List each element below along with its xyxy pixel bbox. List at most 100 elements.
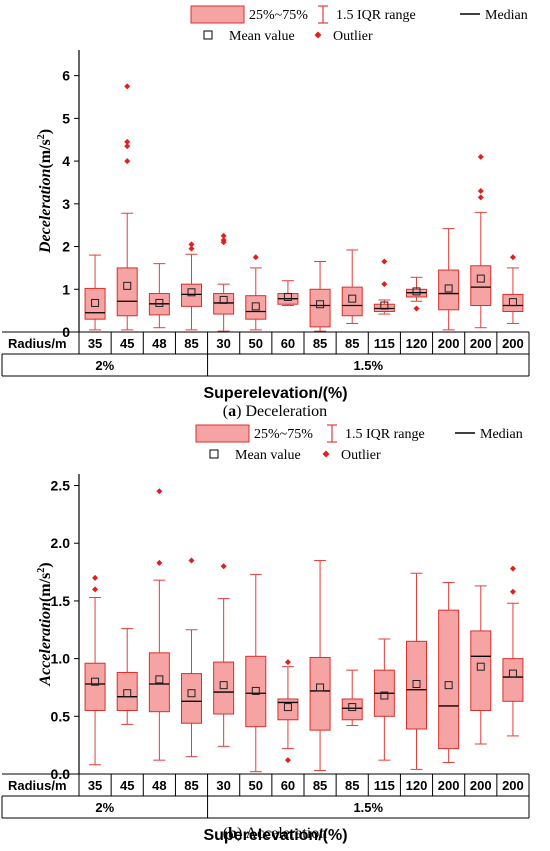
- outlier-point: [477, 194, 484, 201]
- iqr-box: [213, 661, 235, 715]
- radius-cell: 85: [184, 778, 198, 793]
- legend-outlier-label: Outlier: [333, 29, 373, 44]
- y-axis-label-sup: 2: [36, 134, 47, 139]
- y-axis-label-end: ): [37, 562, 54, 567]
- radius-cell: 35: [88, 778, 102, 793]
- mean-marker: [444, 681, 453, 690]
- radius-cell: 200: [502, 336, 524, 351]
- mean-marker: [380, 691, 389, 700]
- mean-marker: [91, 677, 100, 686]
- radius-cell: 200: [438, 336, 460, 351]
- box-plot: [245, 254, 267, 331]
- box-plot: [341, 249, 363, 324]
- box-plot: [181, 241, 202, 331]
- outlier-point: [381, 258, 388, 265]
- outlier-point: [284, 659, 291, 666]
- legend-mean-label: Mean value: [229, 29, 295, 44]
- radius-cell: 48: [152, 778, 166, 793]
- radius-cell: 45: [120, 778, 134, 793]
- radius-cell: 30: [216, 778, 230, 793]
- y-tick-label: 1.0: [51, 651, 71, 667]
- legend-mean-label: Mean value: [235, 448, 301, 463]
- iqr-box: [470, 630, 492, 712]
- outlier-point: [124, 143, 131, 150]
- outlier-point: [188, 557, 195, 564]
- outlier-point: [92, 574, 99, 581]
- outlier-point: [509, 254, 516, 261]
- mean-marker: [316, 300, 325, 309]
- box-plot: [438, 228, 460, 331]
- mean-marker: [219, 295, 228, 304]
- superelevation-group-label: 1.5%: [353, 800, 383, 815]
- box-plot: [309, 560, 331, 772]
- x-table: Radius/m 35 45 48 85 30 50 60 85 85 115 120 200 200 20…: [1, 331, 530, 402]
- y-tick-label: 0.5: [51, 708, 71, 724]
- x-axis-label: Superelevation/(%): [203, 827, 347, 844]
- legend-iqr-label: 1.5 IQR range: [345, 427, 425, 442]
- legend-median-label: Median: [480, 427, 523, 442]
- radius-row-label: Radius/m: [8, 778, 67, 793]
- outlier-point: [477, 188, 484, 194]
- mean-marker: [123, 281, 132, 290]
- caption-letter: b: [228, 825, 237, 842]
- iqr-box: [84, 662, 106, 712]
- caption-paren: ): [236, 403, 245, 420]
- iqr-box: [181, 283, 202, 307]
- mean-marker: [348, 294, 357, 303]
- mean-marker: [283, 703, 292, 712]
- caption-text: Deceleration: [245, 403, 327, 420]
- legend: 25%~75% 1.5 IQR range Median Mean value Outl…: [190, 5, 528, 44]
- iqr-box: [84, 287, 106, 320]
- outlier-point: [156, 488, 163, 495]
- y-axis-label-unit: (m/s: [37, 139, 54, 168]
- outlier-point: [124, 158, 131, 165]
- caption-paren: (: [223, 825, 228, 842]
- iqr-box: [181, 673, 202, 724]
- y-tick-label: 1.5: [51, 593, 71, 609]
- mean-marker: [251, 302, 260, 311]
- outlier-point: [220, 232, 227, 239]
- y-axis-label-end: ): [37, 129, 54, 134]
- box-plot: [148, 263, 170, 329]
- mean-marker: [412, 287, 421, 296]
- panel-caption: (b) Acceleration: [223, 825, 327, 842]
- box-plot: [116, 628, 138, 725]
- legend-iqr-label: 1.5 IQR range: [336, 8, 416, 23]
- outlier-point: [156, 559, 163, 566]
- mean-marker: [187, 689, 196, 698]
- box-plot: [277, 659, 299, 764]
- iqr-box: [148, 652, 170, 713]
- iqr-box: [309, 656, 331, 731]
- outlier-point: [124, 83, 131, 90]
- mean-marker: [348, 703, 357, 712]
- radius-cell: 50: [249, 778, 263, 793]
- mean-marker: [508, 669, 517, 678]
- outlier-point: [220, 239, 227, 246]
- box-plot: [373, 638, 395, 761]
- mean-marker: [476, 274, 485, 283]
- y-tick-label: 4: [62, 153, 70, 169]
- mean-marker: [316, 683, 325, 692]
- radius-cell: 30: [216, 336, 230, 351]
- legend-box-swatch: [195, 424, 250, 443]
- box-plot: [341, 669, 363, 727]
- box-plot: [406, 572, 427, 770]
- y-tick-label: 2.0: [51, 535, 71, 551]
- box-plot: [502, 254, 524, 324]
- radius-cell: 200: [502, 778, 524, 793]
- box-plot: [277, 280, 299, 307]
- panel-caption: (a) Deceleration: [223, 403, 327, 420]
- iqr-box: [341, 286, 363, 317]
- mean-marker: [476, 662, 485, 671]
- iqr-box: [406, 640, 427, 730]
- chart-panel: 0.00.51.01.52.02.5Acceleration(m/s2)Radi…: [1, 474, 530, 844]
- mean-marker: [444, 284, 453, 293]
- radius-cell: 60: [281, 778, 295, 793]
- iqr-box: [116, 671, 138, 712]
- outlier-point: [124, 138, 131, 145]
- caption-paren: ): [237, 825, 245, 842]
- radius-cell: 200: [438, 778, 460, 793]
- y-axis-label: Acceleration(m/s2): [36, 562, 54, 686]
- box-plot: [116, 83, 138, 331]
- iqr-box: [341, 698, 363, 721]
